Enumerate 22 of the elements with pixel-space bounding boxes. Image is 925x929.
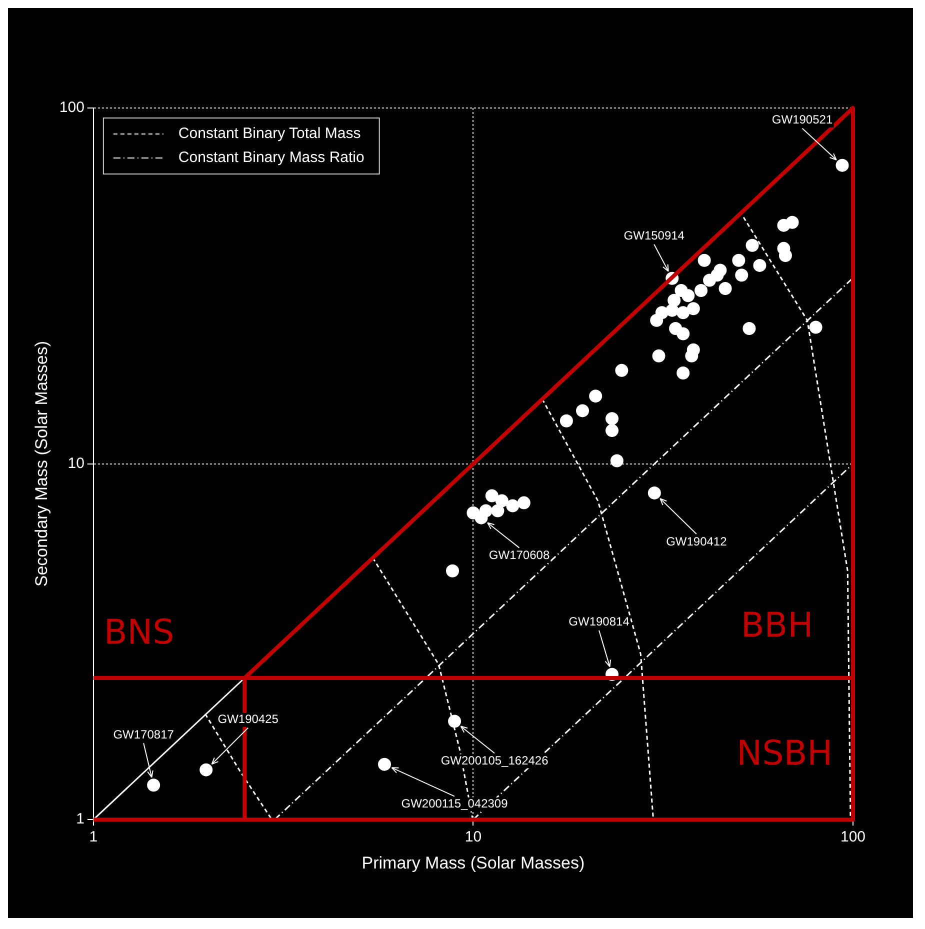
annotation: GW190425 [218, 712, 279, 726]
y-tick-label: 1 [76, 810, 84, 828]
annotation: GW200105_162426 [440, 754, 549, 768]
annotation: GW170817 [113, 727, 174, 742]
y-axis-title: Secondary Mass (Solar Masses) [32, 340, 51, 587]
y-tick-label: 10 [68, 454, 84, 472]
annotation: GW190412 [666, 534, 728, 548]
annotation: BBH [740, 605, 814, 646]
annotation: GW170608 [488, 548, 550, 562]
legend-label: Constant Binary Mass Ratio [178, 149, 364, 166]
x-tick-label: 100 [840, 828, 866, 846]
x-axis-title: Primary Mass (Solar Masses) [362, 853, 585, 872]
annotation: GW150914 [624, 228, 685, 243]
x-tick-label: 10 [464, 828, 482, 846]
annotation: GW200115_042309 [401, 796, 508, 811]
annotation: NSBH [736, 733, 833, 774]
annotation: GW190521 [772, 112, 833, 127]
annotation: BNS [104, 612, 174, 652]
annotation: GW190814 [568, 614, 630, 629]
x-tick-label: 1 [89, 828, 98, 846]
legend-label: Constant Binary Total Mass [178, 125, 361, 142]
y-tick-label: 100 [59, 99, 84, 116]
